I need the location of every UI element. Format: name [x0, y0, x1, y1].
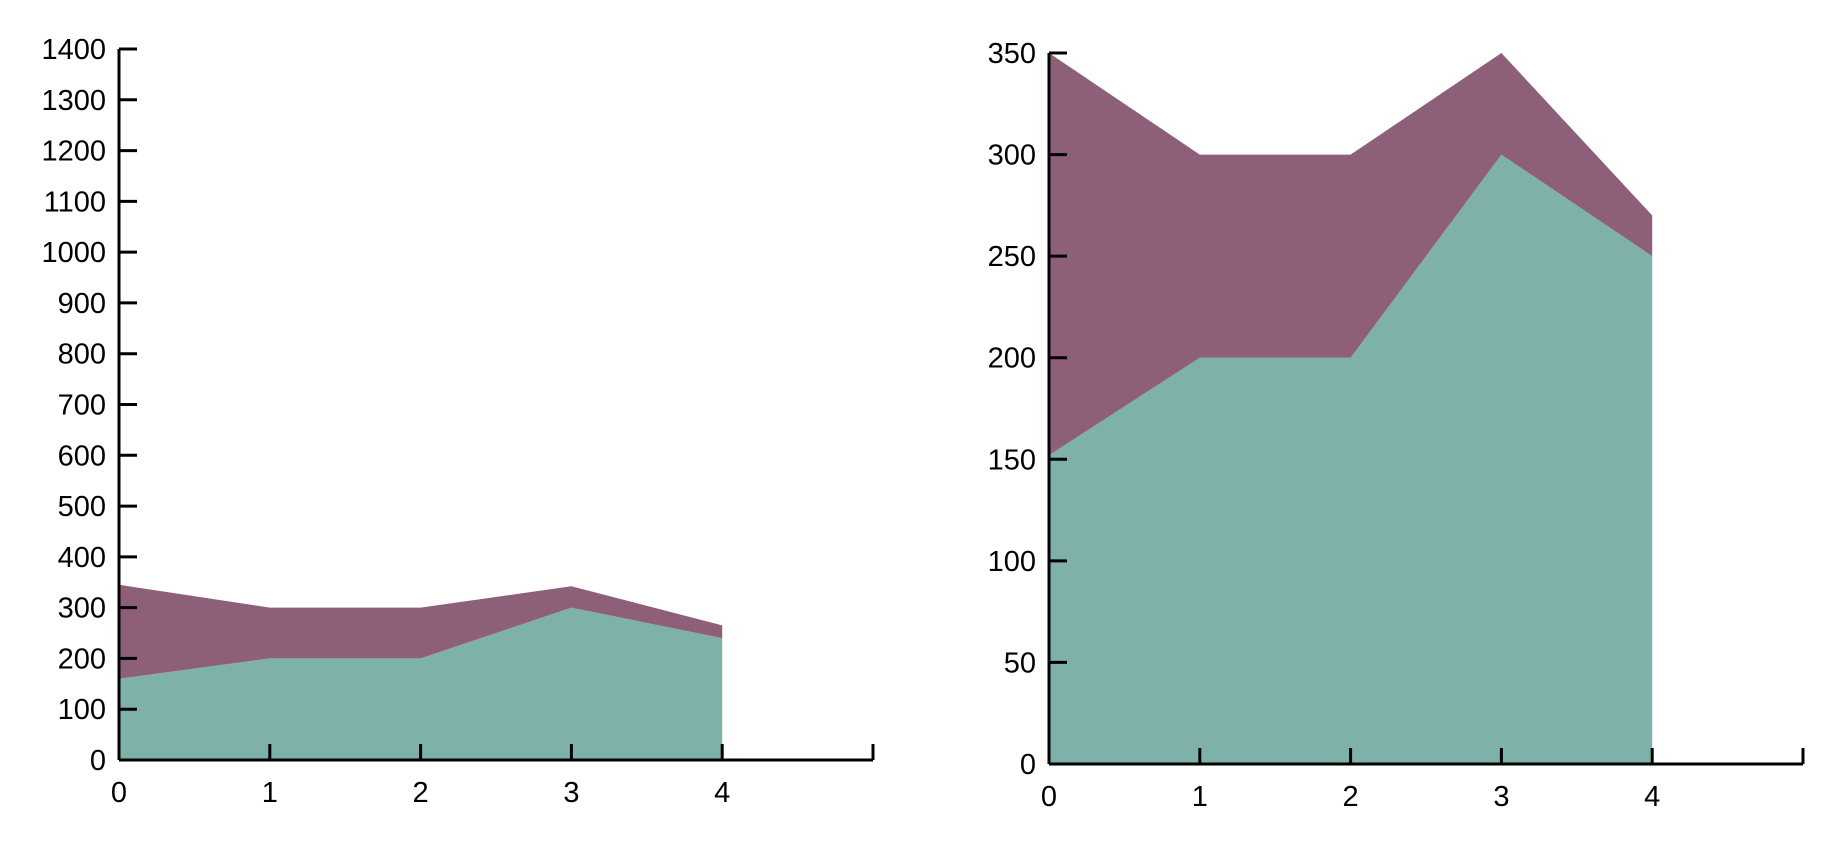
area-series-1 [119, 607, 723, 760]
area-series-1 [1049, 154, 1653, 765]
y-tick-label: 600 [58, 440, 106, 472]
right-area-chart: 0 50 100 150 200 250 300 350 0 1 2 3 4 [988, 38, 1805, 813]
x-tick-label: 0 [1041, 781, 1057, 813]
y-tick-label: 700 [58, 390, 106, 422]
y-tick-label: 1400 [41, 34, 106, 66]
y-tick-label: 1000 [41, 237, 106, 269]
y-tick-label: 300 [58, 593, 106, 625]
area-series-2 [1049, 53, 1653, 456]
y-tick-label: 1200 [41, 136, 106, 168]
y-tick-label: 1100 [44, 186, 106, 218]
x-tick-label: 4 [1644, 781, 1660, 813]
x-tick-label: 3 [1493, 781, 1509, 813]
x-tick-label: 1 [1192, 781, 1208, 813]
y-tick-label: 0 [90, 745, 106, 777]
y-tick-label: 400 [58, 542, 106, 574]
y-tick-label: 200 [988, 343, 1036, 375]
area-series-2 [119, 584, 723, 679]
x-tick-label: 2 [413, 777, 429, 809]
x-tick-label: 3 [563, 777, 579, 809]
y-tick-label: 1300 [41, 85, 106, 117]
y-tick-label: 500 [58, 491, 106, 523]
y-tick-label: 50 [1004, 647, 1036, 679]
y-tick-label: 100 [58, 694, 106, 726]
x-tick-label: 2 [1343, 781, 1359, 813]
y-tick-label: 100 [988, 546, 1036, 578]
x-tick-label: 4 [714, 777, 730, 809]
y-tick-label: 300 [988, 140, 1036, 172]
y-tick-label: 900 [58, 288, 106, 320]
y-tick-label: 150 [988, 444, 1036, 476]
x-tick-label: 1 [262, 777, 278, 809]
y-tick-label: 350 [988, 38, 1036, 70]
y-tick-label: 800 [58, 339, 106, 371]
x-tick-label: 0 [111, 777, 127, 809]
y-tick-label: 0 [1020, 749, 1036, 781]
y-tick-label: 250 [988, 241, 1036, 273]
y-tick-label: 200 [58, 643, 106, 675]
left-area-chart: 0 100 200 300 400 500 600 700 800 900 1000 1100 1200… [41, 34, 875, 809]
